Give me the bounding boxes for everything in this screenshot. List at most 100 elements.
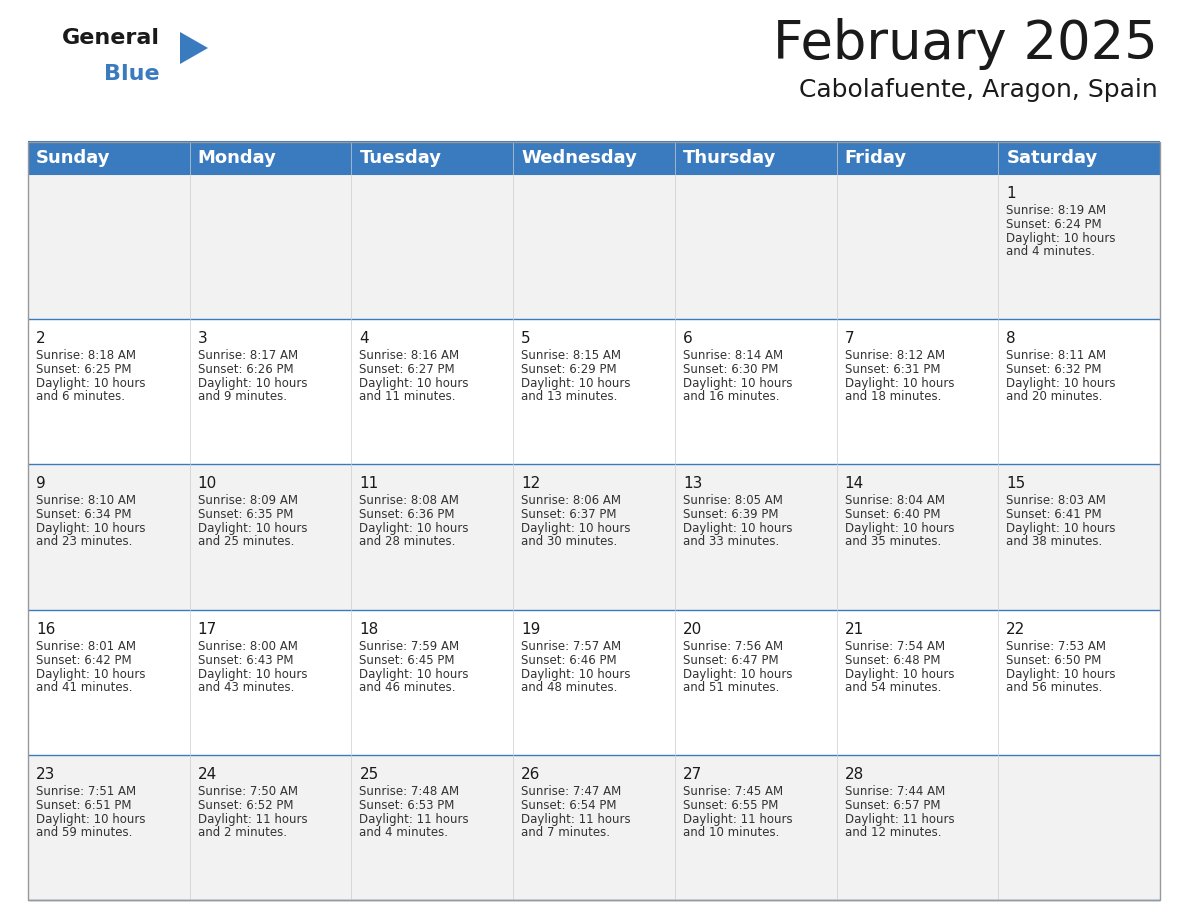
Text: Daylight: 10 hours: Daylight: 10 hours xyxy=(683,667,792,680)
Text: Daylight: 10 hours: Daylight: 10 hours xyxy=(683,522,792,535)
Text: Sunrise: 7:54 AM: Sunrise: 7:54 AM xyxy=(845,640,944,653)
Text: Sunrise: 8:19 AM: Sunrise: 8:19 AM xyxy=(1006,204,1106,217)
Text: Daylight: 10 hours: Daylight: 10 hours xyxy=(360,667,469,680)
Text: Sunrise: 8:15 AM: Sunrise: 8:15 AM xyxy=(522,349,621,363)
Text: and 9 minutes.: and 9 minutes. xyxy=(197,390,286,403)
Text: and 25 minutes.: and 25 minutes. xyxy=(197,535,295,548)
Text: Sunrise: 7:59 AM: Sunrise: 7:59 AM xyxy=(360,640,460,653)
Text: and 43 minutes.: and 43 minutes. xyxy=(197,680,295,694)
Text: Sunset: 6:46 PM: Sunset: 6:46 PM xyxy=(522,654,617,666)
Text: Daylight: 10 hours: Daylight: 10 hours xyxy=(1006,232,1116,245)
Text: 6: 6 xyxy=(683,331,693,346)
Text: Sunset: 6:41 PM: Sunset: 6:41 PM xyxy=(1006,509,1102,521)
Text: Blue: Blue xyxy=(105,64,159,84)
Text: Sunset: 6:43 PM: Sunset: 6:43 PM xyxy=(197,654,293,666)
Text: and 59 minutes.: and 59 minutes. xyxy=(36,826,132,839)
Text: Sunset: 6:40 PM: Sunset: 6:40 PM xyxy=(845,509,940,521)
Text: 13: 13 xyxy=(683,476,702,491)
Text: and 7 minutes.: and 7 minutes. xyxy=(522,826,611,839)
Text: Daylight: 10 hours: Daylight: 10 hours xyxy=(1006,522,1116,535)
Text: Sunrise: 8:01 AM: Sunrise: 8:01 AM xyxy=(36,640,135,653)
Text: Sunset: 6:52 PM: Sunset: 6:52 PM xyxy=(197,799,293,812)
Text: Daylight: 10 hours: Daylight: 10 hours xyxy=(1006,667,1116,680)
Text: and 38 minutes.: and 38 minutes. xyxy=(1006,535,1102,548)
Text: 26: 26 xyxy=(522,767,541,782)
Bar xyxy=(29,755,1159,900)
Text: Sunrise: 8:18 AM: Sunrise: 8:18 AM xyxy=(36,349,135,363)
Text: Sunset: 6:24 PM: Sunset: 6:24 PM xyxy=(1006,218,1102,231)
Text: Sunset: 6:37 PM: Sunset: 6:37 PM xyxy=(522,509,617,521)
Text: 28: 28 xyxy=(845,767,864,782)
Text: and 18 minutes.: and 18 minutes. xyxy=(845,390,941,403)
Text: Sunrise: 8:17 AM: Sunrise: 8:17 AM xyxy=(197,349,298,363)
Text: Sunset: 6:31 PM: Sunset: 6:31 PM xyxy=(845,364,940,376)
Text: Sunset: 6:39 PM: Sunset: 6:39 PM xyxy=(683,509,778,521)
Text: 16: 16 xyxy=(36,621,56,636)
Text: Sunset: 6:27 PM: Sunset: 6:27 PM xyxy=(360,364,455,376)
Text: Sunrise: 7:45 AM: Sunrise: 7:45 AM xyxy=(683,785,783,798)
Text: and 11 minutes.: and 11 minutes. xyxy=(360,390,456,403)
Text: Sunday: Sunday xyxy=(36,149,110,167)
Text: Sunset: 6:36 PM: Sunset: 6:36 PM xyxy=(360,509,455,521)
Text: Daylight: 10 hours: Daylight: 10 hours xyxy=(197,377,308,390)
Text: Sunset: 6:50 PM: Sunset: 6:50 PM xyxy=(1006,654,1101,666)
Text: 14: 14 xyxy=(845,476,864,491)
Text: 20: 20 xyxy=(683,621,702,636)
Text: Monday: Monday xyxy=(197,149,277,167)
Bar xyxy=(29,142,1159,900)
Text: Sunset: 6:54 PM: Sunset: 6:54 PM xyxy=(522,799,617,812)
Text: Daylight: 10 hours: Daylight: 10 hours xyxy=(36,812,145,826)
Text: Tuesday: Tuesday xyxy=(360,149,442,167)
Text: and 16 minutes.: and 16 minutes. xyxy=(683,390,779,403)
Text: and 33 minutes.: and 33 minutes. xyxy=(683,535,779,548)
Text: Saturday: Saturday xyxy=(1006,149,1098,167)
Text: Sunrise: 8:03 AM: Sunrise: 8:03 AM xyxy=(1006,495,1106,508)
Text: 22: 22 xyxy=(1006,621,1025,636)
Text: Sunrise: 8:00 AM: Sunrise: 8:00 AM xyxy=(197,640,297,653)
Text: Cabolafuente, Aragon, Spain: Cabolafuente, Aragon, Spain xyxy=(800,78,1158,102)
Text: 10: 10 xyxy=(197,476,217,491)
Text: February 2025: February 2025 xyxy=(773,18,1158,70)
Text: 3: 3 xyxy=(197,331,208,346)
Text: Daylight: 10 hours: Daylight: 10 hours xyxy=(36,377,145,390)
Text: Daylight: 10 hours: Daylight: 10 hours xyxy=(197,522,308,535)
Text: Sunrise: 7:51 AM: Sunrise: 7:51 AM xyxy=(36,785,137,798)
Text: Sunset: 6:51 PM: Sunset: 6:51 PM xyxy=(36,799,132,812)
Text: and 54 minutes.: and 54 minutes. xyxy=(845,680,941,694)
Text: Sunset: 6:45 PM: Sunset: 6:45 PM xyxy=(360,654,455,666)
Text: Daylight: 10 hours: Daylight: 10 hours xyxy=(36,522,145,535)
Text: Sunset: 6:29 PM: Sunset: 6:29 PM xyxy=(522,364,617,376)
Text: Daylight: 11 hours: Daylight: 11 hours xyxy=(360,812,469,826)
Text: Sunset: 6:30 PM: Sunset: 6:30 PM xyxy=(683,364,778,376)
Text: and 10 minutes.: and 10 minutes. xyxy=(683,826,779,839)
Text: Sunset: 6:26 PM: Sunset: 6:26 PM xyxy=(197,364,293,376)
Text: Daylight: 10 hours: Daylight: 10 hours xyxy=(845,522,954,535)
Text: 17: 17 xyxy=(197,621,217,636)
Text: Sunrise: 7:47 AM: Sunrise: 7:47 AM xyxy=(522,785,621,798)
Bar xyxy=(29,319,1159,465)
Text: Sunrise: 7:50 AM: Sunrise: 7:50 AM xyxy=(197,785,298,798)
Text: 25: 25 xyxy=(360,767,379,782)
Text: Sunrise: 8:10 AM: Sunrise: 8:10 AM xyxy=(36,495,135,508)
Text: Daylight: 10 hours: Daylight: 10 hours xyxy=(683,377,792,390)
Text: Sunset: 6:55 PM: Sunset: 6:55 PM xyxy=(683,799,778,812)
Text: Sunrise: 8:11 AM: Sunrise: 8:11 AM xyxy=(1006,349,1106,363)
Text: Daylight: 10 hours: Daylight: 10 hours xyxy=(1006,377,1116,390)
Text: Daylight: 10 hours: Daylight: 10 hours xyxy=(197,667,308,680)
Text: 9: 9 xyxy=(36,476,46,491)
Bar xyxy=(29,142,1159,174)
Text: Daylight: 10 hours: Daylight: 10 hours xyxy=(522,522,631,535)
Text: General: General xyxy=(62,28,160,48)
Text: Daylight: 10 hours: Daylight: 10 hours xyxy=(36,667,145,680)
Text: Sunrise: 7:44 AM: Sunrise: 7:44 AM xyxy=(845,785,944,798)
Text: Daylight: 11 hours: Daylight: 11 hours xyxy=(197,812,308,826)
Text: Sunrise: 8:16 AM: Sunrise: 8:16 AM xyxy=(360,349,460,363)
Text: 18: 18 xyxy=(360,621,379,636)
Text: and 56 minutes.: and 56 minutes. xyxy=(1006,680,1102,694)
Text: Sunrise: 8:06 AM: Sunrise: 8:06 AM xyxy=(522,495,621,508)
Text: and 41 minutes.: and 41 minutes. xyxy=(36,680,133,694)
Text: and 6 minutes.: and 6 minutes. xyxy=(36,390,125,403)
Text: Daylight: 11 hours: Daylight: 11 hours xyxy=(522,812,631,826)
Text: and 28 minutes.: and 28 minutes. xyxy=(360,535,456,548)
Text: Daylight: 10 hours: Daylight: 10 hours xyxy=(522,377,631,390)
